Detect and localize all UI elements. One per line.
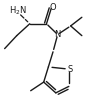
Text: N: N <box>54 30 61 39</box>
Text: S: S <box>67 65 72 74</box>
Text: $\mathregular{H_2N}$: $\mathregular{H_2N}$ <box>9 5 27 17</box>
Text: O: O <box>49 3 56 12</box>
